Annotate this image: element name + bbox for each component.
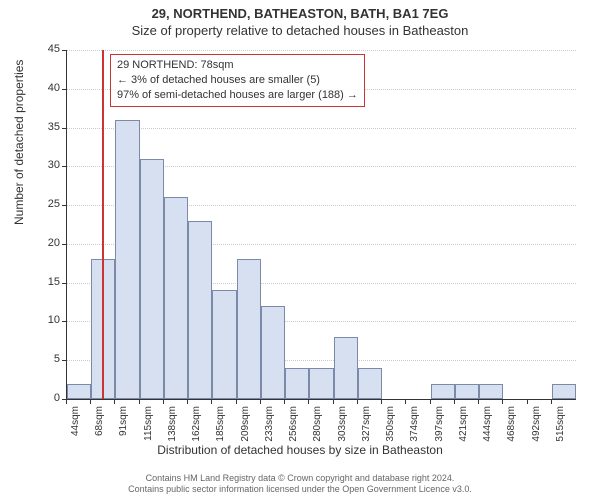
xtick-mark — [430, 400, 431, 404]
xtick-label: 515sqm — [555, 406, 566, 446]
xtick-label: 185sqm — [215, 406, 226, 446]
xtick-label: 444sqm — [482, 406, 493, 446]
xtick-label: 374sqm — [409, 406, 420, 446]
xtick-mark — [478, 400, 479, 404]
xtick-mark — [333, 400, 334, 404]
xtick-mark — [114, 400, 115, 404]
xtick-label: 303sqm — [337, 406, 348, 446]
xtick-label: 280sqm — [312, 406, 323, 446]
ytick-label: 5 — [30, 353, 60, 365]
xtick-mark — [139, 400, 140, 404]
histogram-bar — [431, 384, 455, 400]
xtick-mark — [90, 400, 91, 404]
xtick-mark — [405, 400, 406, 404]
xtick-mark — [66, 400, 67, 404]
histogram-bar — [237, 259, 261, 399]
ytick-label: 15 — [30, 276, 60, 288]
histogram-bar — [358, 368, 382, 399]
marker-line — [102, 50, 104, 399]
xtick-mark — [308, 400, 309, 404]
histogram-bar — [140, 159, 164, 399]
histogram-bar — [261, 306, 285, 399]
gridline — [67, 128, 576, 129]
xtick-mark — [163, 400, 164, 404]
footer-line2: Contains public sector information licen… — [0, 484, 600, 496]
xtick-mark — [187, 400, 188, 404]
plot-area: 29 NORTHEND: 78sqm← 3% of detached house… — [66, 50, 576, 400]
xtick-label: 421sqm — [458, 406, 469, 446]
xtick-label: 256sqm — [288, 406, 299, 446]
xtick-label: 397sqm — [434, 406, 445, 446]
chart-title-line1: 29, NORTHEND, BATHEASTON, BATH, BA1 7EG — [0, 0, 600, 21]
xtick-label: 138sqm — [167, 406, 178, 446]
histogram-bar — [188, 221, 212, 399]
histogram-bar — [455, 384, 479, 400]
xtick-mark — [236, 400, 237, 404]
xtick-label: 115sqm — [143, 406, 154, 446]
xtick-mark — [502, 400, 503, 404]
footer-attribution: Contains HM Land Registry data © Crown c… — [0, 473, 600, 496]
xtick-label: 68sqm — [94, 406, 105, 446]
chart-container: 29, NORTHEND, BATHEASTON, BATH, BA1 7EG … — [0, 0, 600, 500]
histogram-bar — [334, 337, 358, 399]
gridline — [67, 50, 576, 51]
histogram-bar — [479, 384, 503, 400]
annotation-line2: ← 3% of detached houses are smaller (5) — [117, 73, 358, 88]
ytick-label: 0 — [30, 392, 60, 404]
annotation-box: 29 NORTHEND: 78sqm← 3% of detached house… — [110, 54, 365, 107]
xtick-mark — [454, 400, 455, 404]
ytick-label: 45 — [30, 43, 60, 55]
xtick-label: 91sqm — [118, 406, 129, 446]
ytick-label: 10 — [30, 314, 60, 326]
xtick-mark — [284, 400, 285, 404]
ytick-label: 25 — [30, 198, 60, 210]
ytick-label: 30 — [30, 159, 60, 171]
xtick-label: 492sqm — [531, 406, 542, 446]
y-axis-label: Number of detached properties — [12, 60, 26, 225]
histogram-bar — [212, 290, 236, 399]
histogram-bar — [285, 368, 309, 399]
xtick-mark — [357, 400, 358, 404]
xtick-label: 209sqm — [240, 406, 251, 446]
chart-title-line2: Size of property relative to detached ho… — [0, 21, 600, 38]
ytick-label: 40 — [30, 82, 60, 94]
xtick-mark — [211, 400, 212, 404]
xtick-label: 350sqm — [385, 406, 396, 446]
histogram-bar — [115, 120, 139, 399]
xtick-mark — [527, 400, 528, 404]
histogram-bar — [164, 197, 188, 399]
annotation-line3: 97% of semi-detached houses are larger (… — [117, 88, 358, 103]
xtick-label: 468sqm — [506, 406, 517, 446]
footer-line1: Contains HM Land Registry data © Crown c… — [0, 473, 600, 485]
ytick-label: 20 — [30, 237, 60, 249]
xtick-label: 327sqm — [361, 406, 372, 446]
histogram-bar — [309, 368, 333, 399]
histogram-bar — [67, 384, 91, 400]
xtick-label: 233sqm — [264, 406, 275, 446]
xtick-mark — [551, 400, 552, 404]
x-axis-label: Distribution of detached houses by size … — [0, 443, 600, 457]
xtick-label: 44sqm — [70, 406, 81, 446]
annotation-line1: 29 NORTHEND: 78sqm — [117, 58, 358, 73]
ytick-label: 35 — [30, 121, 60, 133]
xtick-label: 162sqm — [191, 406, 202, 446]
xtick-mark — [260, 400, 261, 404]
histogram-bar — [552, 384, 576, 400]
xtick-mark — [381, 400, 382, 404]
